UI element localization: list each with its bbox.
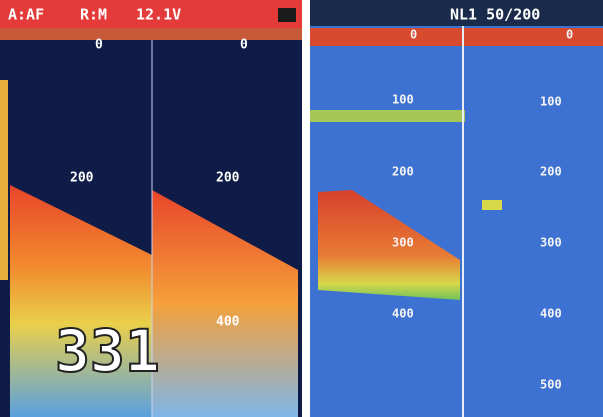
- fish-layer: [310, 110, 465, 122]
- right-screen: NL1 50/200 0 100 200 300 400 0 100 200 3…: [310, 0, 603, 417]
- mode: A:AF: [8, 6, 44, 24]
- depth-label: 0: [410, 28, 417, 42]
- depth-label: 0: [240, 38, 248, 53]
- menu-button[interactable]: [278, 8, 296, 22]
- depth-label: 200: [70, 171, 94, 186]
- header-label: NL1 50/200: [450, 6, 540, 24]
- depth-label: 0: [566, 28, 573, 42]
- seabed: [318, 190, 460, 300]
- left-screen: A:AF R:M 12.1V 0 200 331 0 200 400: [0, 0, 302, 417]
- depth-label: 200: [540, 165, 562, 179]
- depth-label: 100: [540, 95, 562, 109]
- depth-label: 400: [216, 315, 240, 330]
- surface-band: [0, 28, 302, 40]
- voltage: 12.1V: [136, 6, 181, 24]
- depth-label: 300: [540, 236, 562, 250]
- depth-label: 400: [540, 307, 562, 321]
- fish-echo: [482, 200, 502, 210]
- depth-label: 100: [392, 93, 414, 107]
- depth-label: 200: [392, 165, 414, 179]
- depth-label: 500: [540, 378, 562, 392]
- depth-readout: 331: [55, 317, 160, 385]
- header-bar: [0, 0, 302, 28]
- color-scale: [0, 80, 8, 280]
- depth-label: 0: [95, 38, 103, 53]
- depth-label: 300: [392, 236, 414, 250]
- header-bar: [310, 0, 603, 26]
- surface-band: [310, 28, 603, 46]
- seabed: [152, 190, 298, 417]
- seabed: [10, 185, 152, 417]
- depth-label: 400: [392, 307, 414, 321]
- range: R:M: [80, 6, 107, 24]
- depth-label: 200: [216, 171, 240, 186]
